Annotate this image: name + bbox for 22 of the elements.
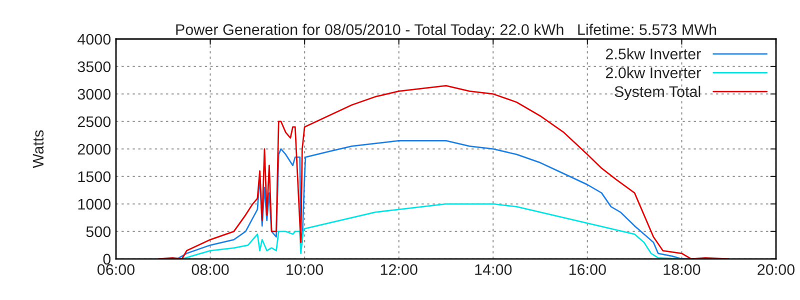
legend-label: 2.0kw Inverter xyxy=(606,66,701,78)
legend-label: System Total xyxy=(614,86,700,100)
y-tick-label: 0 xyxy=(103,254,111,265)
y-tick-label: 2000 xyxy=(78,144,111,155)
y-tick-label: 500 xyxy=(86,226,111,238)
x-tick-label: 16:00 xyxy=(569,264,606,275)
y-tick-label: 2500 xyxy=(78,116,111,128)
legend-label: 2.5kw Inverter xyxy=(606,48,701,60)
y-tick-label: 1500 xyxy=(78,171,111,182)
x-tick-label: 20:00 xyxy=(758,264,795,275)
y-tick-label: 4000 xyxy=(78,34,111,45)
x-tick-label: 06:00 xyxy=(97,264,135,275)
x-tick-label: 12:00 xyxy=(380,264,418,275)
y-tick-label: 1000 xyxy=(78,198,111,210)
chart-title: Power Generation for 08/05/2010 - Total Today: 22.0 kWh Lifetime: 5.573 MWh xyxy=(176,24,716,38)
y-tick-label: 3000 xyxy=(78,88,111,100)
x-tick-label: 10:00 xyxy=(286,264,324,275)
x-tick-label: 08:00 xyxy=(192,264,229,275)
y-axis-title: Watts xyxy=(32,130,44,168)
x-tick-label: 18:00 xyxy=(664,264,700,275)
y-tick-label: 3500 xyxy=(78,61,111,72)
x-tick-label: 14:00 xyxy=(475,264,512,275)
